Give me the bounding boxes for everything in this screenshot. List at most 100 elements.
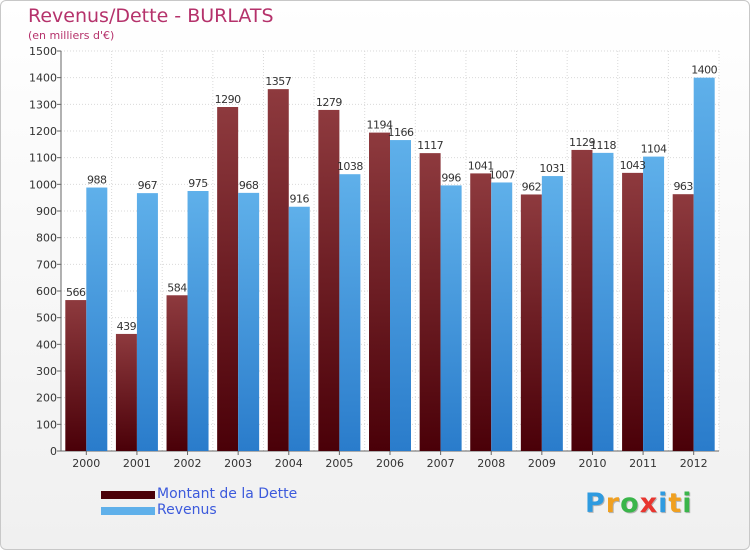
bar-revenus [86, 187, 108, 452]
data-label-dette: 1129 [569, 136, 595, 149]
data-label-revenus: 968 [239, 179, 259, 192]
chart-subtitle: (en milliers d'€) [28, 29, 115, 42]
x-tick-label: 2003 [224, 457, 252, 470]
data-label-dette: 1194 [367, 119, 393, 132]
bar-dette [520, 194, 542, 451]
bar-dette [267, 89, 289, 451]
data-labels: 566 988 439 967 584 975 1290 968 1357 916 1279 1038… [66, 64, 718, 333]
data-label-dette: 1290 [215, 93, 241, 106]
data-label-dette: 1357 [265, 75, 291, 88]
bar-dette [470, 173, 492, 451]
data-label-revenus: 1038 [337, 160, 363, 173]
data-label-revenus: 1104 [641, 143, 667, 156]
bar-revenus [643, 156, 665, 451]
bar-revenus [339, 174, 361, 451]
legend-label-revenus: Revenus [157, 502, 217, 518]
data-label-revenus: 1118 [590, 139, 616, 152]
data-label-revenus: 1166 [388, 126, 414, 139]
data-label-dette: 439 [117, 320, 137, 333]
y-tick-label: 200 [36, 392, 57, 405]
data-label-dette: 963 [673, 180, 693, 193]
bar-revenus [592, 152, 614, 451]
bar-dette [419, 153, 441, 451]
y-tick-label: 1000 [29, 178, 57, 191]
logo-letter: x [639, 488, 659, 519]
x-tick-label: 2004 [275, 457, 303, 470]
legend-swatch-revenus [101, 507, 155, 515]
y-tick-label: 0 [50, 445, 57, 458]
x-tick-label: 2005 [325, 457, 353, 470]
bar-dette [622, 172, 644, 451]
bar-dette [166, 295, 188, 451]
data-label-dette: 1117 [417, 139, 443, 152]
y-tick-label: 1400 [29, 72, 57, 85]
bar-dette [672, 194, 694, 451]
bar-dette [318, 109, 340, 451]
bar-revenus [288, 206, 310, 451]
logo-letter: i [682, 488, 693, 519]
legend-swatch-dette [101, 491, 155, 499]
data-label-dette: 1279 [316, 96, 342, 109]
x-tick-label: 2001 [123, 457, 151, 470]
bar-revenus [440, 185, 462, 451]
data-label-dette: 566 [66, 286, 86, 299]
x-tick-label: 2009 [528, 457, 556, 470]
y-tick-label: 1100 [29, 152, 57, 165]
data-label-dette: 1043 [620, 159, 646, 172]
y-tick-label: 400 [36, 338, 57, 351]
data-label-revenus: 967 [138, 179, 158, 192]
legend-item-revenus: Revenus [101, 502, 361, 519]
x-tick-label: 2011 [629, 457, 657, 470]
bar-revenus [187, 191, 209, 451]
y-tick-label: 600 [36, 285, 57, 298]
bar-revenus [693, 77, 715, 452]
data-label-revenus: 1007 [489, 168, 515, 181]
y-tick-label: 1500 [29, 45, 57, 58]
y-tick-label: 500 [36, 312, 57, 325]
proxiti-logo: Proxiti [585, 488, 695, 524]
legend-item-dette: Montant de la Dette [101, 486, 361, 503]
data-label-revenus: 996 [441, 171, 461, 184]
bar-revenus [491, 182, 513, 451]
logo-letter: P [585, 488, 606, 519]
x-tick-label: 2008 [477, 457, 505, 470]
y-tick-label: 1200 [29, 125, 57, 138]
bar-dette [65, 300, 87, 451]
bar-dette [571, 149, 593, 451]
data-label-revenus: 1031 [539, 162, 565, 175]
data-label-revenus: 988 [87, 174, 107, 187]
logo-letter: r [605, 488, 621, 519]
bar-revenus [136, 193, 158, 451]
y-tick-label: 800 [36, 232, 57, 245]
legend-label-dette: Montant de la Dette [157, 486, 298, 502]
data-label-dette: 584 [167, 281, 187, 294]
bar-revenus [390, 140, 411, 452]
data-label-revenus: 1400 [691, 64, 717, 77]
chart-title: Revenus/Dette - BURLATS [28, 5, 274, 27]
data-label-dette: 1041 [468, 159, 494, 172]
bar-revenus [541, 176, 563, 452]
x-tick-label: 2006 [376, 457, 404, 470]
logo-letter: i [658, 488, 669, 519]
axes: 0 100 200 300 400 500 600 700 800 900 1000 1100 1200… [29, 45, 719, 470]
logo-letter: o [620, 488, 640, 519]
x-tick-label: 2010 [578, 457, 606, 470]
data-label-revenus: 975 [188, 177, 208, 190]
y-tick-label: 1300 [29, 98, 57, 111]
data-label-revenus: 916 [290, 193, 310, 206]
legend: Montant de la Dette Revenus [101, 486, 361, 519]
y-tick-label: 700 [36, 258, 57, 271]
bar-dette [217, 107, 239, 451]
x-tick-label: 2007 [427, 457, 455, 470]
bar-revenus [238, 192, 260, 451]
bar-dette [369, 132, 390, 451]
x-tick-label: 2002 [174, 457, 202, 470]
x-tick-label: 2000 [72, 457, 100, 470]
y-tick-label: 100 [36, 418, 57, 431]
bars [65, 77, 715, 452]
y-tick-label: 900 [36, 205, 57, 218]
logo-letter: t [668, 488, 683, 519]
bar-dette [115, 333, 137, 451]
